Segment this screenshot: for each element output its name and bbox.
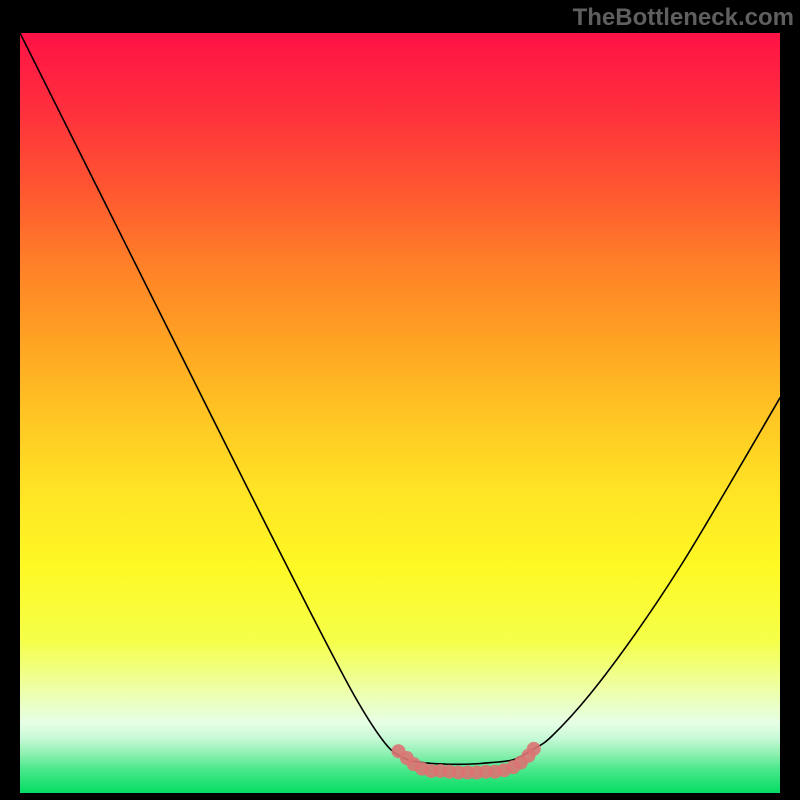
plot-svg (20, 33, 780, 793)
watermark-text: TheBottleneck.com (573, 4, 794, 32)
optimal-marker (527, 742, 541, 756)
plot-area (20, 33, 780, 793)
gradient-background (20, 33, 780, 793)
chart-container: TheBottleneck.com (0, 0, 800, 800)
